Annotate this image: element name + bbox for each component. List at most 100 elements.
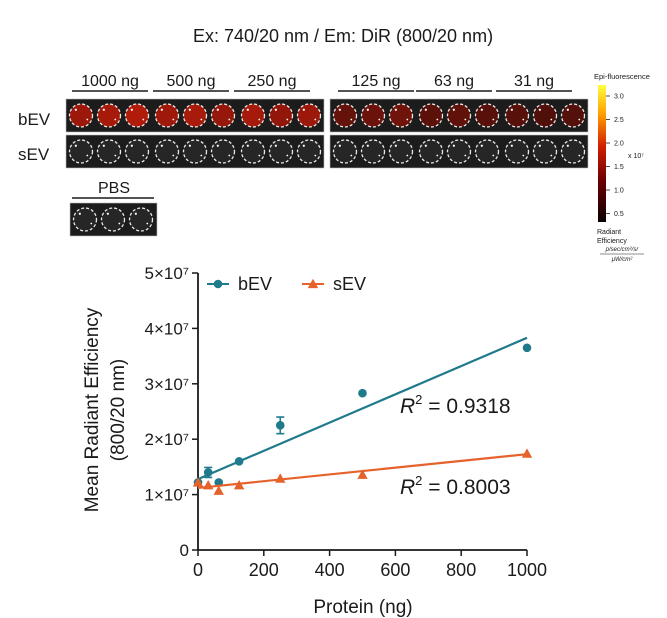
y-axis-title-line2: (800/20 nm)	[108, 359, 129, 461]
dose-label: 31 ng	[514, 73, 554, 90]
well	[332, 103, 358, 128]
well	[124, 139, 150, 164]
data-point	[521, 448, 533, 458]
well	[560, 103, 586, 128]
y-tick-label: 2×10⁷	[145, 430, 189, 449]
row-label-sev: sEV	[18, 145, 50, 164]
well	[96, 139, 122, 164]
well	[72, 207, 98, 232]
x-tick-label: 400	[315, 560, 345, 580]
data-point	[233, 479, 245, 490]
colorbar-tick-label: 1.0	[614, 188, 624, 195]
data-point	[357, 469, 368, 479]
dose-label: 125 ng	[352, 73, 401, 90]
well	[268, 139, 294, 164]
well	[332, 139, 358, 164]
x-tick-label: 600	[380, 560, 410, 580]
well-plate-images	[65, 98, 589, 169]
legend-label: bEV	[238, 274, 272, 294]
dose-label: 500 ng	[167, 73, 216, 90]
x-axis-title: Protein (ng)	[313, 597, 412, 618]
colorbar-tick-label: 1.5	[614, 164, 624, 171]
well	[154, 103, 180, 128]
well	[210, 103, 236, 128]
well	[360, 103, 386, 128]
colorbar-tick-label: 3.0	[614, 94, 624, 101]
data-point	[234, 457, 244, 466]
well	[154, 139, 180, 164]
well	[182, 139, 208, 164]
pbs-label: PBS	[98, 180, 130, 197]
x-tick-label: 200	[249, 560, 279, 580]
colorbar-ticks: 3.0 2.5 2.0 1.5 1.0 0.5	[606, 94, 624, 218]
y-tick-label: 5×10⁷	[145, 264, 189, 283]
colorbar-tick-label: 2.5	[614, 117, 624, 124]
well	[182, 103, 208, 128]
well	[210, 139, 236, 164]
figure-title: Ex: 740/20 nm / Em: DiR (800/20 nm)	[193, 26, 493, 46]
well	[68, 103, 94, 128]
well	[100, 207, 126, 232]
data-point	[213, 279, 223, 289]
series-bev: R2 = 0.9318	[193, 336, 532, 487]
well	[532, 139, 558, 164]
well	[446, 139, 472, 164]
colorbar-unit-line1: Radiant	[597, 229, 621, 236]
colorbar-tick-label: 2.0	[614, 141, 624, 148]
well	[268, 103, 294, 128]
well	[240, 103, 266, 128]
well	[360, 139, 386, 164]
well	[418, 139, 444, 164]
r-squared-label: R2 = 0.9318	[400, 392, 511, 418]
data-point	[522, 343, 532, 353]
well	[474, 103, 500, 128]
well	[504, 139, 530, 164]
r-squared-label: R2 = 0.8003	[400, 473, 511, 499]
well	[96, 103, 122, 128]
colorbar-unit-line2: Efficiency	[597, 238, 627, 245]
data-point	[213, 485, 224, 495]
dose-labels: 1000 ng 500 ng 250 ng 125 ng 63 ng 31 ng	[72, 73, 572, 92]
dose-label: 63 ng	[434, 73, 474, 90]
well	[560, 139, 586, 164]
well	[296, 139, 322, 164]
y-tick-label: 1×10⁷	[145, 486, 189, 505]
y-tick-label: 0	[180, 541, 189, 560]
y-axis-title-line1: Mean Radiant Efficiency	[82, 307, 103, 512]
well	[532, 103, 558, 128]
well	[128, 207, 154, 232]
y-tick-label: 3×10⁷	[145, 375, 189, 394]
well	[68, 139, 94, 164]
well	[418, 103, 444, 128]
colorbar	[598, 85, 606, 222]
dose-label: 250 ng	[248, 73, 297, 90]
well	[124, 103, 150, 128]
well	[504, 103, 530, 128]
pbs-well-image	[69, 202, 158, 237]
data-point	[202, 479, 214, 490]
x-tick-label: 800	[446, 560, 476, 580]
data-point	[275, 421, 285, 430]
data-point	[358, 388, 367, 398]
well	[296, 103, 322, 128]
colorbar-title: Epi-fluorescence	[594, 72, 650, 81]
well	[240, 139, 266, 164]
dose-label: 1000 ng	[81, 73, 139, 90]
legend: bEV sEV	[207, 274, 366, 294]
data-point	[275, 473, 286, 483]
fit-line	[197, 336, 528, 481]
well	[446, 103, 472, 128]
well	[474, 139, 500, 164]
series-sev: R2 = 0.8003	[192, 448, 533, 499]
scatter-chart: 0 1×10⁷ 2×10⁷ 3×10⁷ 4×10⁷ 5×10⁷ 0 200 400 600 800 1…	[145, 264, 547, 580]
colorbar-tick-label: 0.5	[614, 211, 624, 218]
colorbar-multiplier: x 10⁷	[628, 153, 644, 160]
row-label-bev: bEV	[18, 110, 51, 129]
legend-label: sEV	[333, 274, 366, 294]
x-tick-label: 0	[193, 560, 203, 580]
y-tick-label: 4×10⁷	[145, 319, 189, 338]
well	[388, 103, 414, 128]
colorbar-unit-num: p/sec/cm²/sr	[605, 247, 640, 253]
colorbar-unit-den: μW/cm²	[611, 257, 634, 263]
